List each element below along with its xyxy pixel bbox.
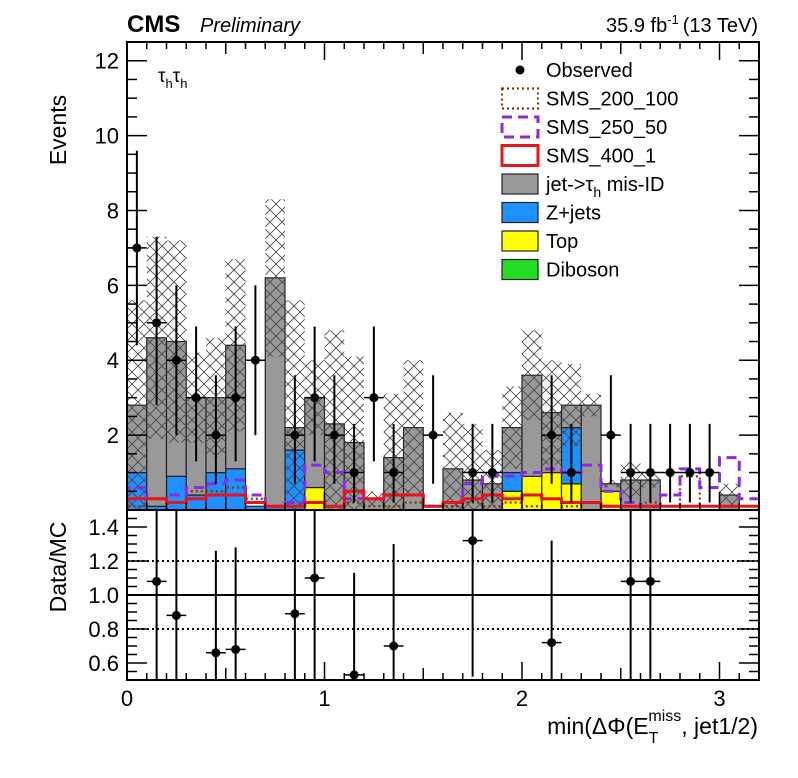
observed-point: [329, 430, 339, 440]
observed-point: [487, 468, 497, 478]
ratio-y-tick-label: 0.8: [88, 617, 119, 642]
observed-point: [250, 355, 260, 365]
observed-point: [566, 468, 576, 478]
channel-label: τhτh: [158, 66, 188, 91]
observed-point: [231, 393, 241, 403]
x-tick-label: 2: [516, 686, 528, 711]
legend: Observed SMS_200_100 SMS_250_50 SMS_400_1je…: [500, 60, 678, 282]
legend-swatch: [500, 115, 540, 139]
observed-point: [468, 468, 478, 478]
legend-label: Observed: [546, 60, 633, 82]
legend-swatch: [501, 258, 539, 281]
observed-point: [665, 468, 675, 478]
bar-z-jets: [225, 468, 247, 510]
legend-swatch: [500, 87, 540, 110]
bar-top: [304, 486, 326, 510]
observed-point: [606, 430, 616, 440]
ratio-point: [626, 576, 636, 586]
ratio-point: [152, 576, 162, 586]
preliminary-label: Preliminary: [200, 15, 301, 37]
uncertainty-hatch: [127, 300, 147, 510]
uncertainty-hatch: [265, 199, 285, 357]
observed-points: [127, 150, 720, 503]
legend-marker-observed: [515, 65, 525, 75]
observed-point: [389, 468, 399, 478]
observed-point: [310, 393, 320, 403]
legend-swatch: [501, 201, 539, 224]
y-tick-label: 12: [95, 49, 119, 74]
observed-point: [349, 468, 359, 478]
observed-point: [369, 393, 379, 403]
cms-label: CMS: [127, 11, 180, 38]
legend-label: SMS_200_100: [546, 89, 678, 111]
legend-label: SMS_400_1: [546, 146, 656, 168]
ratio-point: [310, 573, 320, 583]
y-tick-label: 2: [107, 423, 119, 448]
legend-swatch: [501, 230, 539, 252]
ratio-point: [389, 641, 399, 651]
legend-label: jet->τh mis-ID: [545, 174, 665, 200]
observed-point: [191, 393, 201, 403]
legend-swatch: [501, 173, 539, 195]
legend-label: Top: [546, 231, 578, 253]
legend-label: SMS_250_50: [546, 117, 667, 139]
observed-point: [705, 468, 715, 478]
uncertainty-hatch: [581, 393, 601, 417]
ratio-points: [146, 510, 661, 680]
ratio-point: [645, 576, 655, 586]
y-tick-label: 4: [107, 348, 119, 373]
uncertainty-hatch: [719, 483, 740, 507]
observed-point: [645, 468, 655, 478]
bar-jet-h-mis-id: [580, 404, 602, 510]
y-axis-title-ratio: Data/MC: [45, 522, 71, 613]
x-axis-title: min(ΔΦ(ETmiss, jet1/2): [547, 708, 758, 747]
observed-point: [290, 430, 300, 440]
x-tick-label: 3: [713, 686, 725, 711]
ratio-y-tick-label: 1.4: [88, 515, 119, 540]
ratio-y-tick-label: 0.6: [88, 651, 119, 676]
uncertainty-hatch: [561, 363, 582, 447]
bar-z-jets: [165, 475, 187, 510]
ratio-reference-lines: [127, 560, 759, 630]
observed-point: [171, 355, 181, 365]
bar-top: [521, 475, 543, 510]
ratio-point: [349, 670, 359, 680]
ratio-point: [171, 610, 181, 620]
luminosity-label: 35.9 fb-1 (13 TeV): [606, 12, 758, 37]
legend-label: Diboson: [546, 260, 619, 282]
y-tick-label: 8: [107, 198, 119, 223]
y-tick-label: 10: [95, 124, 119, 149]
uncertainty-hatch: [403, 360, 424, 496]
bar-top: [501, 490, 523, 510]
y-tick-label: 6: [107, 273, 119, 298]
ratio-point: [231, 644, 241, 654]
legend-swatch: [500, 144, 540, 167]
legend-label: Z+jets: [546, 203, 601, 225]
ratio-point: [290, 609, 300, 619]
ratio-point: [547, 638, 557, 648]
x-tick-label: 0: [121, 686, 133, 711]
observed-point: [626, 468, 636, 478]
ratio-point: [211, 648, 221, 658]
uncertainty-hatch: [522, 330, 542, 421]
ratio-point: [468, 536, 478, 546]
ratio-y-tick-label: 1.0: [88, 583, 119, 608]
observed-point: [428, 430, 438, 440]
observed-point: [211, 430, 221, 440]
y-axis-title-events: Events: [45, 95, 71, 165]
ratio-y-tick-label: 1.2: [88, 549, 119, 574]
uncertainty-hatch: [443, 412, 463, 510]
x-tick-label: 1: [318, 686, 330, 711]
observed-point: [152, 318, 162, 328]
observed-point: [547, 430, 557, 440]
uncertainty-hatch: [502, 386, 522, 469]
observed-point: [685, 468, 695, 478]
